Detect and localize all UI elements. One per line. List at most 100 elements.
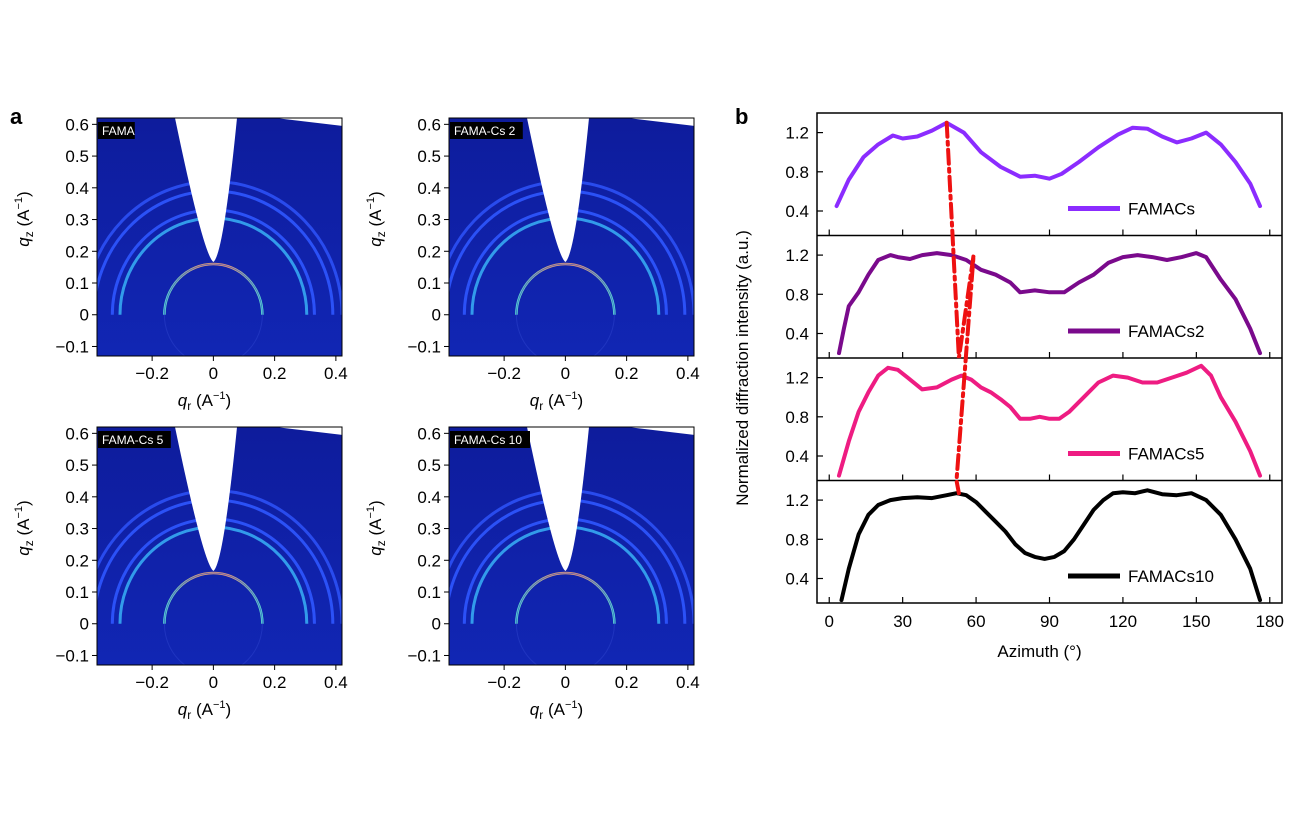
y-tick-label: 0.1	[65, 583, 89, 602]
y-tick-label: 0.2	[417, 551, 441, 570]
x-axis-label: qr (A−1)	[178, 699, 231, 722]
y-tick-label: 0.2	[417, 242, 441, 261]
y-tick-label: 0.5	[65, 147, 89, 166]
x-tick-label: 0.4	[676, 673, 700, 692]
y-tick-label: −0.1	[55, 646, 89, 665]
y-axis-label: Normalized diffraction intensity (a.u.)	[733, 230, 752, 506]
legend-label: FAMACs	[1128, 200, 1195, 219]
missing-wedge	[175, 427, 237, 571]
x-tick-label: −0.2	[487, 673, 521, 692]
legend-label: FAMACs10	[1128, 567, 1214, 586]
y-tick-label: 0.2	[65, 551, 89, 570]
x-tick-label: 0.2	[263, 673, 287, 692]
missing-wedge	[527, 118, 589, 262]
y-tick-label: 0.4	[65, 488, 89, 507]
y-tick-label: 0.3	[417, 211, 441, 230]
y-tick-label: 1.2	[785, 369, 809, 388]
corner-cut	[275, 118, 342, 126]
x-tick-label: 0.2	[615, 673, 639, 692]
y-tick-label: 0.3	[417, 520, 441, 539]
x-axis-label: Azimuth (°)	[997, 642, 1081, 661]
x-axis-label: qr (A−1)	[530, 390, 583, 413]
y-tick-label: −0.1	[407, 646, 441, 665]
corner-cut	[275, 427, 342, 435]
map-frame	[96, 426, 343, 666]
y-axis-label: qz (A−1)	[365, 191, 388, 246]
x-tick-label: 120	[1109, 612, 1137, 631]
y-tick-label: 0.6	[417, 424, 441, 443]
x-axis-label: qr (A−1)	[178, 390, 231, 413]
legend-label: FAMACs5	[1128, 445, 1205, 464]
faint-ring	[515, 572, 615, 665]
trend-line	[944, 120, 976, 496]
y-tick-label: 0	[80, 615, 89, 634]
y-tick-label: 0.6	[417, 115, 441, 134]
missing-wedge	[175, 118, 237, 262]
map-label: FAMA-Cs 10	[454, 433, 522, 447]
map-label: FAMA-Cs 5	[102, 433, 164, 447]
gisaxs-maps: FAMA 0.6 0.5 0.4 0.3 0.2 0.1 0 −0.1 −0.2 0 0.2 0.4 qr…	[13, 115, 700, 722]
y-tick-label: 0.1	[417, 583, 441, 602]
y-tick-label: 1.2	[785, 491, 809, 510]
faint-ring	[163, 572, 263, 665]
y-tick-label: 0.4	[785, 447, 809, 466]
y-tick-label: 0	[432, 615, 441, 634]
x-axis-label: qr (A−1)	[530, 699, 583, 722]
x-tick-label: 0	[209, 364, 218, 383]
corner-cut	[627, 427, 694, 435]
x-tick-label: −0.2	[135, 673, 169, 692]
azimuth-line-chart: 1.2 0.8 0.4 FAMACs 1.2 0.8 0.4 FAMACs2 1.2 0.8 0.4…	[733, 112, 1284, 661]
y-tick-label: 0.2	[65, 242, 89, 261]
x-tick-label: 0	[561, 673, 570, 692]
series-line	[837, 363, 1262, 478]
x-tick-label: 60	[967, 612, 986, 631]
panel-b-letter: b	[735, 104, 748, 129]
y-tick-label: 0.5	[417, 456, 441, 475]
y-tick-label: 0.4	[785, 202, 809, 221]
series-line	[839, 488, 1262, 603]
y-tick-label: 0.6	[65, 424, 89, 443]
y-tick-label: 0	[80, 306, 89, 325]
map-label: FAMA-Cs 2	[454, 124, 516, 138]
y-tick-label: −0.1	[55, 337, 89, 356]
y-tick-label: 0.8	[785, 285, 809, 304]
map-label-bg	[450, 431, 530, 448]
y-tick-label: 0.4	[417, 488, 441, 507]
y-tick-label: 0.3	[65, 520, 89, 539]
y-tick-label: 1.2	[785, 246, 809, 265]
map-frame	[448, 117, 695, 357]
map-frame	[448, 426, 695, 666]
faint-ring	[515, 263, 615, 356]
x-tick-label: 30	[893, 612, 912, 631]
y-tick-label: 0.5	[65, 456, 89, 475]
x-tick-label: 0.2	[615, 364, 639, 383]
series-line	[837, 251, 1262, 356]
map-label-bg	[98, 122, 135, 139]
x-tick-label: 180	[1256, 612, 1284, 631]
y-tick-label: 1.2	[785, 124, 809, 143]
x-tick-label: 150	[1182, 612, 1210, 631]
gisaxs-map: FAMA 0.6 0.5 0.4 0.3 0.2 0.1 0 −0.1 −0.2 0 0.2 0.4 qr…	[13, 115, 348, 413]
corner-cut	[627, 118, 694, 126]
y-tick-label: 0.4	[785, 325, 809, 344]
x-tick-label: 90	[1040, 612, 1059, 631]
panel-a-letter: a	[10, 104, 23, 129]
x-tick-label: −0.2	[487, 364, 521, 383]
faint-ring	[163, 263, 263, 356]
y-axis-label: qz (A−1)	[13, 500, 36, 555]
y-tick-label: 0.6	[65, 115, 89, 134]
x-tick-label: −0.2	[135, 364, 169, 383]
missing-wedge	[527, 427, 589, 571]
map-frame	[96, 117, 343, 357]
x-tick-label: 0	[825, 612, 834, 631]
legend-label: FAMACs2	[1128, 322, 1205, 341]
x-tick-label: 0.4	[324, 673, 348, 692]
y-tick-label: 0.4	[65, 179, 89, 198]
map-label: FAMA	[102, 124, 135, 138]
gisaxs-map: FAMA-Cs 2 0.6 0.5 0.4 0.3 0.2 0.1 0 −0.1 −0.2 0 0.2…	[365, 115, 700, 413]
y-tick-label: 0.4	[785, 570, 809, 589]
y-axis-label: qz (A−1)	[365, 500, 388, 555]
y-tick-label: 0	[432, 306, 441, 325]
y-tick-label: 0.5	[417, 147, 441, 166]
